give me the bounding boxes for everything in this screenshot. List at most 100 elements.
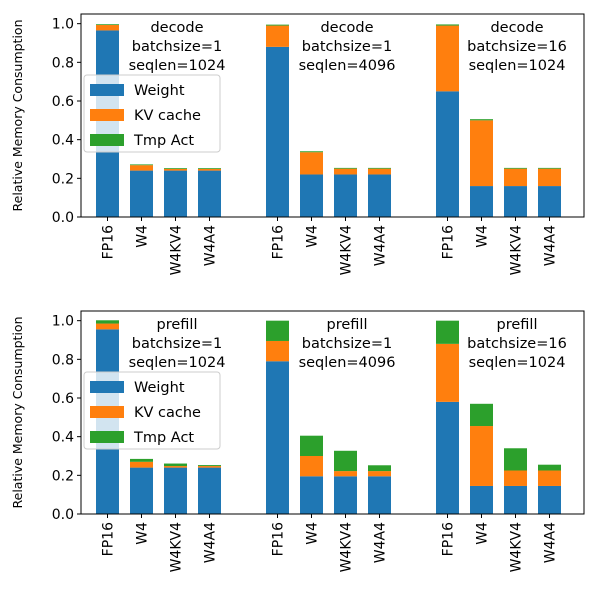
bar-weight	[538, 186, 561, 217]
chart-panel-1: Relative Memory Consumption 0.0 0.2 0.4 0.6 0…	[10, 13, 585, 276]
group-annotation-line: batchsize=1	[302, 336, 392, 352]
group-annotation-line: decode	[150, 20, 203, 36]
bar-tmp_act	[368, 465, 391, 472]
bar-weight	[470, 485, 493, 514]
bar-kv_cache	[470, 120, 493, 187]
x-tick-label: W4KV4	[169, 225, 185, 276]
bar-kv_cache	[504, 470, 527, 486]
group-annotation-line: batchsize=1	[132, 39, 222, 55]
bar-weight	[334, 476, 357, 514]
bar-weight	[198, 170, 221, 217]
y-tick-label: 0.6	[52, 391, 74, 407]
y-tick-label: 0.6	[52, 94, 74, 110]
bar-weight	[334, 174, 357, 217]
bar-tmp_act	[538, 167, 561, 169]
x-tick-label: W4KV4	[339, 522, 355, 573]
legend-label: Weight	[134, 83, 185, 99]
bar-kv_cache	[96, 323, 119, 330]
bar-kv_cache	[300, 456, 323, 477]
bar-tmp_act	[266, 320, 289, 341]
bar-tmp_act	[130, 458, 153, 462]
bar-tmp_act	[300, 435, 323, 456]
legend: Weight KV cache Tmp Act	[83, 371, 221, 450]
x-tick-label: W4	[135, 225, 151, 248]
bar-weight	[368, 174, 391, 217]
bar-kv_cache	[164, 168, 187, 171]
legend: Weight KV cache Tmp Act	[83, 74, 221, 153]
bar-kv_cache	[130, 165, 153, 171]
y-tick-label: 0.2	[52, 468, 74, 484]
group-annotation-line: batchsize=16	[467, 336, 567, 352]
x-tick-label: FP16	[271, 225, 287, 259]
bar-kv_cache	[436, 343, 459, 402]
x-tick-label: W4A4	[203, 522, 219, 563]
x-tick-label: W4KV4	[509, 225, 525, 276]
bar-kv_cache	[198, 168, 221, 171]
group-annotation-line: seqlen=1024	[129, 58, 226, 74]
bar-kv_cache	[368, 471, 391, 477]
group-annotation-line: batchsize=1	[132, 336, 222, 352]
x-tick-label: W4A4	[203, 225, 219, 266]
x-tick-label: FP16	[101, 225, 117, 259]
legend-swatch-kv_cache	[90, 109, 124, 121]
bar-tmp_act	[96, 24, 119, 26]
axes-frame	[80, 310, 585, 515]
bar-kv_cache	[266, 25, 289, 47]
bar-tmp_act	[470, 119, 493, 121]
group-annotation-line: prefill	[327, 317, 368, 333]
y-tick-label: 0.4	[52, 133, 74, 149]
group-annotation-line: batchsize=16	[467, 39, 567, 55]
x-tick-label: W4	[305, 225, 321, 248]
bar-tmp_act	[436, 320, 459, 344]
x-tick-label: W4	[305, 522, 321, 545]
bar-tmp_act	[164, 463, 187, 467]
bar-tmp_act	[266, 24, 289, 26]
legend-label: KV cache	[134, 405, 201, 421]
x-tick-label: W4	[475, 522, 491, 545]
bar-weight	[130, 467, 153, 514]
bar-weight	[436, 91, 459, 217]
x-tick-label: W4A4	[543, 522, 559, 563]
x-tick-label: FP16	[441, 522, 457, 556]
x-tick-label: W4KV4	[169, 522, 185, 573]
y-tick-label: 0.2	[52, 171, 74, 187]
bar-weight	[436, 401, 459, 514]
bar-kv_cache	[300, 152, 323, 175]
group-annotation-line: decode	[320, 20, 373, 36]
bar-tmp_act	[198, 168, 221, 169]
bar-weight	[198, 467, 221, 514]
bar-weight	[164, 170, 187, 217]
legend-label: KV cache	[134, 108, 201, 124]
y-tick-label: 0.8	[52, 55, 74, 71]
bar-tmp_act	[164, 168, 187, 169]
bar-weight	[266, 46, 289, 217]
bar-weight	[130, 170, 153, 217]
bar-kv_cache	[130, 461, 153, 468]
legend-swatch-tmp_act	[90, 134, 124, 146]
bar-kv_cache	[334, 471, 357, 477]
x-tick-label: W4	[475, 225, 491, 248]
y-tick-label: 0.0	[52, 507, 74, 523]
y-tick-label: 1.0	[52, 314, 74, 330]
bar-kv_cache	[436, 25, 459, 92]
y-axis-label: Relative Memory Consumption	[10, 317, 25, 509]
bar-weight	[164, 467, 187, 514]
bar-weight	[368, 476, 391, 514]
bar-tmp_act	[130, 164, 153, 166]
x-tick-label: W4A4	[373, 225, 389, 266]
legend-label: Weight	[134, 380, 185, 396]
group-annotation-line: seqlen=1024	[469, 355, 566, 371]
group-annotation-line: seqlen=1024	[129, 355, 226, 371]
x-tick-label: W4A4	[373, 522, 389, 563]
legend-swatch-weight	[90, 84, 124, 96]
bar-kv_cache	[470, 426, 493, 486]
x-tick-label: W4KV4	[509, 522, 525, 573]
bar-weight	[300, 476, 323, 514]
bar-tmp_act	[538, 464, 561, 471]
x-tick-label: W4A4	[543, 225, 559, 266]
bar-weight	[266, 361, 289, 514]
y-axis-label: Relative Memory Consumption	[10, 20, 25, 212]
axes-frame	[80, 13, 585, 218]
x-tick-label: W4KV4	[339, 225, 355, 276]
